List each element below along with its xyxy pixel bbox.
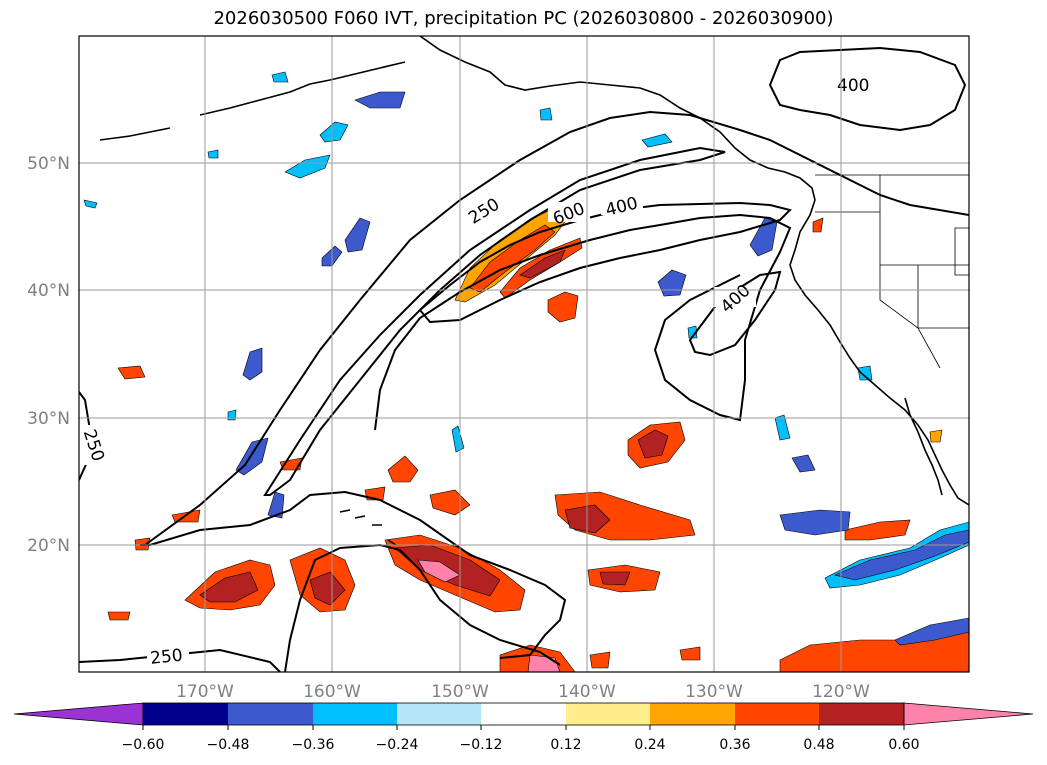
precip-patch — [539, 107, 553, 121]
colorbar-tick-label: 0.12 — [550, 737, 581, 753]
colorbar-extend-right — [903, 702, 1034, 726]
precip-patch — [284, 154, 331, 179]
precip-patch — [309, 571, 346, 606]
contour-label: 250 — [465, 194, 503, 228]
ivt-contour-south-loop — [284, 543, 561, 672]
precip-patch — [599, 571, 631, 586]
precip-patch — [679, 646, 701, 661]
longitude-labels: 170°W 160°W 150°W 140°W 130°W 120°W — [176, 682, 870, 702]
latitude-labels: 50°N 40°N 30°N 20°N — [27, 154, 70, 556]
colorbar-segment — [228, 703, 313, 725]
precip-patch — [774, 414, 791, 441]
ivt-contour-600 — [418, 201, 792, 324]
precip-patch — [207, 149, 219, 159]
precip-patch — [451, 425, 465, 453]
precip-patch — [519, 249, 566, 279]
lon-label: 170°W — [176, 682, 234, 702]
precip-patch — [844, 519, 911, 541]
precip-patch — [83, 199, 98, 209]
lon-label: 160°W — [303, 682, 361, 702]
colorbar-segment — [819, 703, 904, 725]
precip-patch — [354, 91, 406, 109]
lon-label: 150°W — [431, 682, 489, 702]
colorbar-segment — [143, 703, 228, 725]
map-plot-area: 250 600 400 400 400 250 250 — [79, 36, 969, 672]
precip-patch — [929, 429, 943, 443]
precip-patch — [319, 121, 349, 143]
precip-patch — [344, 217, 371, 253]
precip-patch — [117, 365, 146, 380]
aleutian-islands — [99, 61, 406, 141]
precip-patch — [779, 509, 851, 536]
ivt-contour-400-big — [374, 213, 792, 431]
precip-negative-areas — [83, 71, 969, 646]
precip-patch — [429, 489, 471, 516]
precip-positive-areas — [107, 204, 969, 672]
colorbar-tick-label: 0.48 — [803, 737, 834, 753]
map-title: 2026030500 F060 IVT, precipitation PC (2… — [213, 8, 834, 29]
lon-label: 120°W — [812, 682, 870, 702]
gridlines — [79, 36, 969, 672]
colorbar-tick-label: 0.36 — [719, 737, 750, 753]
colorbar-tick-label: −0.48 — [207, 737, 250, 753]
colorbar-segment — [650, 703, 735, 725]
west-coast-us — [789, 199, 969, 506]
colorbar-tick-label: −0.24 — [376, 737, 419, 753]
contour-label: 400 — [837, 76, 869, 96]
lat-label: 30°N — [27, 409, 70, 429]
coastlines — [99, 36, 969, 546]
colorbar-extend-left — [13, 702, 144, 726]
ivt-contour-250 — [144, 110, 969, 546]
contour-label: 400 — [717, 281, 755, 318]
precip-patch — [791, 454, 816, 473]
precip-patch — [637, 429, 669, 459]
ivt-contour-400-ne — [768, 46, 967, 132]
ivt-contour-400-ring — [263, 146, 726, 496]
alaska-coast — [419, 36, 816, 201]
precip-patch — [589, 651, 611, 669]
colorbar-tick-label: 0.60 — [888, 737, 919, 753]
lat-label: 50°N — [27, 154, 70, 174]
precip-patch — [641, 133, 673, 148]
ivt-contour-250-inner — [140, 490, 567, 659]
precip-patch — [242, 347, 263, 381]
contour-label: 250 — [149, 646, 183, 669]
colorbar-segment — [313, 703, 397, 725]
ivt-contour-400-east — [688, 270, 782, 357]
precip-patch — [834, 529, 969, 581]
lon-label: 140°W — [558, 682, 616, 702]
map-frame — [78, 35, 970, 673]
colorbar: −0.60 −0.48 −0.36 −0.24 −0.12 0.12 0.24 … — [13, 702, 1034, 753]
colorbar-segment — [566, 703, 650, 725]
colorbar-tick-label: −0.60 — [122, 737, 165, 753]
precip-patch — [547, 291, 579, 323]
colorbar-segment — [735, 703, 819, 725]
lon-label: 130°W — [685, 682, 743, 702]
baja-california — [904, 397, 943, 496]
hawaiian-islands — [339, 509, 397, 546]
lat-label: 40°N — [27, 281, 70, 301]
ivt-contour-250-south — [79, 648, 281, 672]
colorbar-segment — [397, 703, 481, 725]
colorbar-frame — [142, 702, 905, 726]
precip-patch — [857, 365, 873, 381]
colorbar-tick-label: −0.12 — [460, 737, 503, 753]
precip-patch — [812, 217, 824, 233]
precip-patch — [417, 559, 461, 583]
colorbar-tick-label: −0.36 — [292, 737, 335, 753]
lat-label: 20°N — [27, 536, 70, 556]
precip-patch — [267, 491, 285, 519]
colorbar-segment — [481, 703, 566, 725]
precip-patch — [271, 71, 289, 83]
precip-patch — [894, 617, 969, 646]
precip-patch — [749, 217, 778, 257]
precip-patch — [657, 269, 687, 297]
precip-patch — [107, 611, 131, 621]
precip-patch — [199, 571, 259, 603]
precip-patch — [387, 455, 419, 483]
colorbar-tick-label: 0.24 — [634, 737, 665, 753]
